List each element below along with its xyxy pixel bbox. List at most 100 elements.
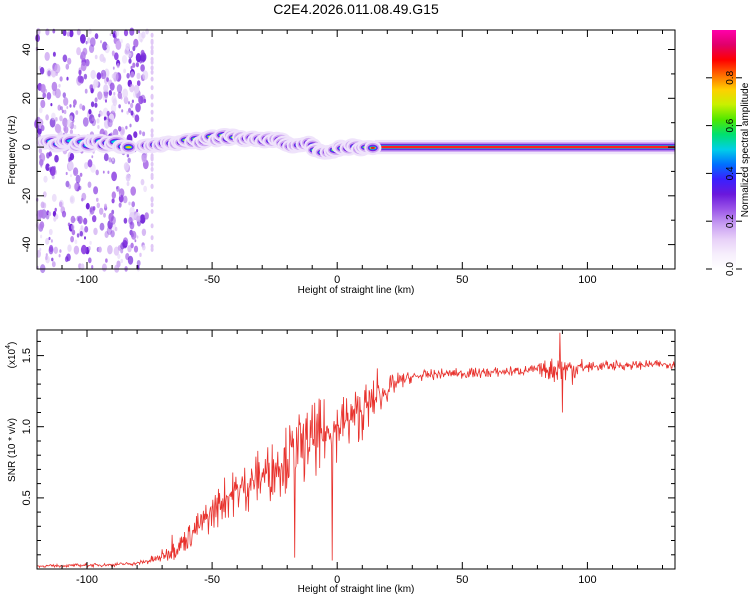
noise-speck [81,105,86,111]
noise-speck [73,99,77,106]
noise-speck [89,84,93,91]
noise-speck [131,99,134,104]
noise-speck [125,125,128,130]
noise-speck [35,34,40,42]
noise-speck [150,235,154,241]
noise-speck [77,75,83,83]
noise-speck [91,265,94,269]
noise-speck [42,202,47,209]
noise-speck [45,163,50,171]
noise-speck [94,33,99,40]
noise-speck [142,131,146,137]
noise-speck [116,62,120,69]
figure-title: C2E4.2026.011.08.49.G15 [273,1,439,17]
noise-speck [40,164,43,168]
noise-speck [110,230,115,238]
noise-speck [115,40,122,50]
noise-speck [103,91,109,99]
noise-speck [150,94,154,100]
x-tick-label: 100 [578,574,596,586]
noise-speck [66,119,72,128]
noise-speck [116,260,121,268]
noise-speck [109,82,115,91]
noise-speck [89,207,93,213]
noise-speck [75,174,81,184]
noise-speck [140,54,146,63]
noise-speck [139,214,146,224]
svg-text:(x104): (x104) [5,342,18,369]
noise-speck [106,110,110,117]
noise-speck [84,88,88,94]
noise-speck [79,172,83,177]
noise-speck [78,69,82,76]
noise-speck [80,225,84,231]
noise-speck [150,69,154,75]
noise-speck [134,114,140,122]
noise-speck [150,102,154,108]
y-tick-label: 1.5 [21,348,33,363]
noise-speck [42,191,47,198]
noise-speck [129,221,135,230]
snr-panel: -100 -50 0 50 100 0.5 1.0 1.5 Height of straig… [5,329,676,595]
noise-speck [69,104,72,108]
snr-scale-close: ) [7,342,18,345]
noise-speck [68,161,74,171]
noise-speck [40,234,43,239]
noise-speck [40,125,45,132]
noise-speck [51,81,58,92]
noise-speck [87,159,93,168]
noise-speck [52,28,56,34]
noise-speck [130,186,136,196]
noise-speck [144,212,149,220]
snr-x-ticks: -100 -50 0 50 100 [36,330,663,586]
noise-speck [133,245,139,253]
noise-speck [103,84,109,93]
noise-speck [42,92,46,99]
noise-speck [150,85,154,91]
noise-speck [113,246,120,256]
noise-speck [93,186,99,195]
noise-speck [60,106,63,111]
noise-speck [150,116,154,122]
y-tick-label: 0 [21,144,33,150]
noise-speck [37,127,42,135]
noise-speck [128,201,131,206]
noise-speck [136,260,141,267]
noise-speck [127,245,132,253]
noise-speck [63,126,69,134]
noise-speck [96,202,101,209]
noise-speck [130,65,133,70]
noise-speck [129,123,132,128]
noise-speck [97,125,100,129]
noise-speck [92,215,97,223]
noise-speck [106,77,109,82]
x-tick-label: -50 [204,274,220,286]
noise-speck [50,103,53,107]
noise-speck [123,217,128,224]
noise-speck [53,246,58,254]
noise-speck [66,31,70,37]
noise-speck [116,186,118,190]
noise-speck [132,62,136,68]
noise-speck [150,76,154,82]
noise-speck [111,95,117,104]
noise-speck [92,206,96,211]
noise-speck [132,45,136,52]
noise-speck [44,51,50,61]
noise-speck [70,236,74,243]
noise-speck [65,171,68,176]
x-tick-label: -100 [76,574,98,586]
noise-speck [67,57,72,65]
x-tick-label: 0 [334,574,340,586]
noise-speck [125,173,131,182]
noise-speck [65,180,70,188]
noise-speck [85,202,90,210]
noise-speck [139,130,142,135]
snr-background [37,330,675,569]
noise-speck [129,83,135,93]
noise-speck [123,68,126,74]
noise-speck [118,104,121,109]
noise-speck [111,50,115,56]
noise-speck [75,110,79,115]
